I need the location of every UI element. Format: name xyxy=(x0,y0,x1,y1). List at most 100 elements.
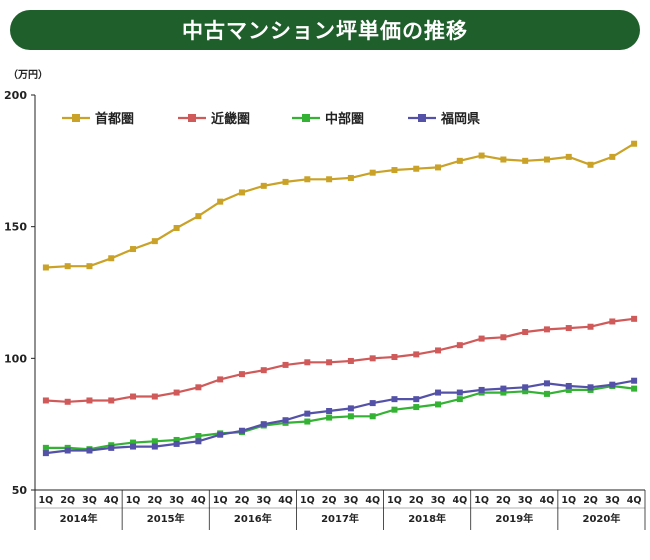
data-point xyxy=(631,315,638,322)
data-point xyxy=(64,263,71,270)
data-point xyxy=(260,421,267,428)
x-quarter-label: 1Q xyxy=(126,495,141,506)
data-point xyxy=(238,189,245,196)
data-point xyxy=(42,444,49,451)
data-point xyxy=(522,388,529,395)
data-point xyxy=(391,354,398,361)
x-year-label: 2015年 xyxy=(147,512,185,525)
data-point xyxy=(86,447,93,454)
y-tick-label: 200 xyxy=(4,89,27,102)
x-quarter-label: 4Q xyxy=(365,495,380,506)
x-year-label: 2018年 xyxy=(408,512,446,525)
data-point xyxy=(173,389,180,396)
y-axis-unit-label: （万円） xyxy=(8,68,48,81)
x-quarter-label: 2Q xyxy=(583,495,598,506)
x-quarter-label: 2Q xyxy=(322,495,337,506)
data-point xyxy=(173,436,180,443)
x-quarter-label: 4Q xyxy=(540,495,555,506)
data-point xyxy=(326,414,333,421)
data-point xyxy=(130,246,137,253)
series-line xyxy=(45,379,635,455)
data-point xyxy=(369,400,376,407)
x-quarter-label: 3Q xyxy=(605,495,620,506)
data-point xyxy=(326,359,333,366)
x-year-label: 2016年 xyxy=(234,512,272,525)
data-point xyxy=(565,325,572,332)
data-point xyxy=(86,263,93,270)
chart-title-bar: 中古マンション坪単価の推移 xyxy=(10,10,640,50)
data-point xyxy=(369,413,376,420)
data-point xyxy=(195,213,202,220)
data-point xyxy=(391,167,398,174)
data-point xyxy=(500,334,507,341)
data-point xyxy=(42,264,49,271)
data-point xyxy=(631,140,638,147)
legend-label: 近畿圏 xyxy=(211,111,250,127)
data-point xyxy=(326,176,333,183)
data-point xyxy=(369,355,376,362)
data-point xyxy=(238,427,245,434)
data-point xyxy=(631,377,638,384)
data-point xyxy=(86,397,93,404)
data-point xyxy=(413,165,420,172)
data-point xyxy=(130,439,137,446)
data-point xyxy=(347,174,354,181)
legend-label: 首都圏 xyxy=(95,111,134,127)
data-point xyxy=(391,406,398,413)
data-point xyxy=(413,404,420,411)
x-quarter-label: 3Q xyxy=(518,495,533,506)
x-quarter-label: 3Q xyxy=(82,495,97,506)
data-point xyxy=(260,182,267,189)
x-year-label: 2019年 xyxy=(495,512,533,525)
data-point xyxy=(543,390,550,397)
legend-marker xyxy=(302,114,310,122)
data-point xyxy=(478,152,485,159)
data-point xyxy=(151,238,158,245)
series-line xyxy=(45,384,635,451)
y-tick-label: 150 xyxy=(4,221,27,234)
x-quarter-label: 4Q xyxy=(191,495,206,506)
data-point xyxy=(195,384,202,391)
data-point xyxy=(565,386,572,393)
data-point xyxy=(413,351,420,358)
x-quarter-label: 2Q xyxy=(147,495,162,506)
data-point xyxy=(130,393,137,400)
data-point xyxy=(42,450,49,457)
data-point xyxy=(587,161,594,168)
data-point xyxy=(522,384,529,391)
data-point xyxy=(522,329,529,335)
data-point xyxy=(413,396,420,403)
x-year-label: 2017年 xyxy=(321,512,359,525)
x-quarter-label: 1Q xyxy=(474,495,489,506)
x-year-label: 2020年 xyxy=(583,512,621,525)
data-point xyxy=(304,359,311,366)
x-quarter-label: 1Q xyxy=(39,495,54,506)
data-point xyxy=(42,397,49,404)
data-point xyxy=(64,447,71,454)
x-quarter-label: 4Q xyxy=(104,495,119,506)
data-point xyxy=(173,440,180,447)
data-point xyxy=(64,398,71,405)
data-point xyxy=(282,361,289,368)
data-point xyxy=(565,382,572,389)
data-point xyxy=(369,169,376,176)
x-quarter-label: 2Q xyxy=(409,495,424,506)
data-point xyxy=(151,438,158,445)
data-point xyxy=(282,178,289,185)
data-point xyxy=(195,433,202,440)
data-point xyxy=(151,393,158,400)
data-point xyxy=(587,384,594,391)
data-point xyxy=(456,342,463,349)
data-point xyxy=(195,438,202,445)
data-point xyxy=(347,357,354,364)
legend-label: 中部圏 xyxy=(325,111,364,127)
legend-marker xyxy=(418,114,426,122)
data-point xyxy=(435,347,442,354)
data-point xyxy=(282,417,289,424)
x-quarter-label: 3Q xyxy=(344,495,359,506)
x-quarter-label: 2Q xyxy=(496,495,511,506)
data-point xyxy=(543,380,550,387)
data-point xyxy=(347,405,354,412)
data-point xyxy=(435,164,442,171)
data-point xyxy=(304,176,311,183)
